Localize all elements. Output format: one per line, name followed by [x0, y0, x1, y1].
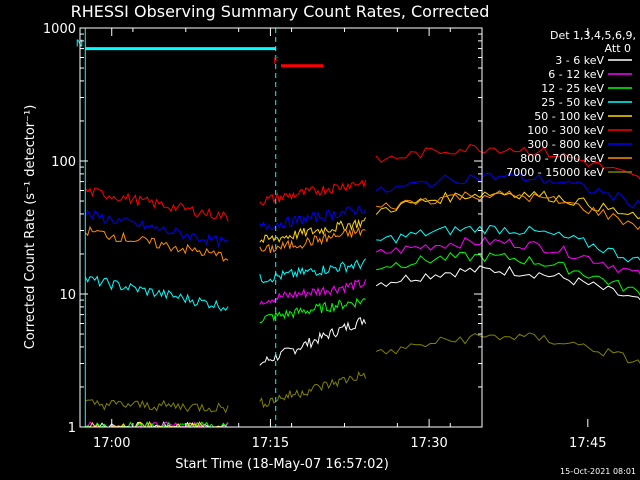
- legend-label: 7000 - 15000 keV: [506, 166, 604, 179]
- legend-label: 100 - 300 keV: [527, 124, 604, 137]
- x-tick-label: 17:45: [569, 436, 606, 451]
- y-tick-label: 10: [59, 288, 76, 303]
- series-line: [259, 316, 367, 366]
- y-tick-label: 100: [51, 155, 76, 170]
- series-line: [375, 265, 640, 301]
- footer-date: 15-Oct-2021 08:01: [560, 467, 636, 476]
- series-line: [85, 399, 229, 414]
- y-axis: 1 10 100 1000: [43, 22, 482, 436]
- series-line: [84, 275, 229, 312]
- series-line: [375, 144, 640, 180]
- legend-label: 300 - 800 keV: [527, 138, 604, 151]
- series-line: [375, 236, 640, 275]
- series-line: [259, 205, 367, 231]
- series-line: [259, 258, 366, 284]
- series-line: [376, 225, 640, 263]
- series-line: [259, 370, 367, 409]
- y-axis-label: Corrected Count Rate (s⁻¹ detector⁻¹): [23, 105, 38, 350]
- legend-label: 3 - 6 keV: [555, 54, 604, 67]
- x-tick-label: 17:30: [410, 436, 447, 451]
- chart-title: RHESSI Observing Summary Count Rates, Co…: [71, 2, 490, 21]
- series-line: [376, 190, 640, 231]
- plot-frame: [79, 27, 483, 428]
- x-tick-label: 17:00: [93, 436, 130, 451]
- series-line: [376, 251, 640, 296]
- series-line: [84, 187, 229, 222]
- series-line: [259, 226, 366, 254]
- series-line: [376, 332, 640, 364]
- series-line: [84, 225, 229, 262]
- series-line: [259, 279, 367, 305]
- y-tick-label: 1000: [43, 22, 76, 37]
- y-tick-label: 1: [68, 421, 76, 436]
- legend-label: 25 - 50 keV: [541, 96, 604, 109]
- x-axis-label: Start Time (18-May-07 16:57:02): [175, 457, 389, 472]
- series-line: [259, 297, 366, 324]
- series-line: [259, 217, 367, 244]
- legend-label: 800 - 7000 keV: [520, 152, 604, 165]
- series-line: [375, 190, 640, 220]
- legend-header-1: Det 1,3,4,5,6,9,: [550, 29, 636, 42]
- series-line: [84, 209, 229, 247]
- series-line: [375, 172, 640, 209]
- legend-label: 12 - 25 keV: [541, 82, 604, 95]
- legend-label: 50 - 100 keV: [534, 110, 604, 123]
- state-bar-label: F: [273, 56, 279, 67]
- x-tick-label: 17:15: [252, 436, 289, 451]
- legend-header-2: Att 0: [605, 42, 631, 55]
- legend-label: 6 - 12 keV: [548, 68, 604, 81]
- series-line: [259, 179, 367, 206]
